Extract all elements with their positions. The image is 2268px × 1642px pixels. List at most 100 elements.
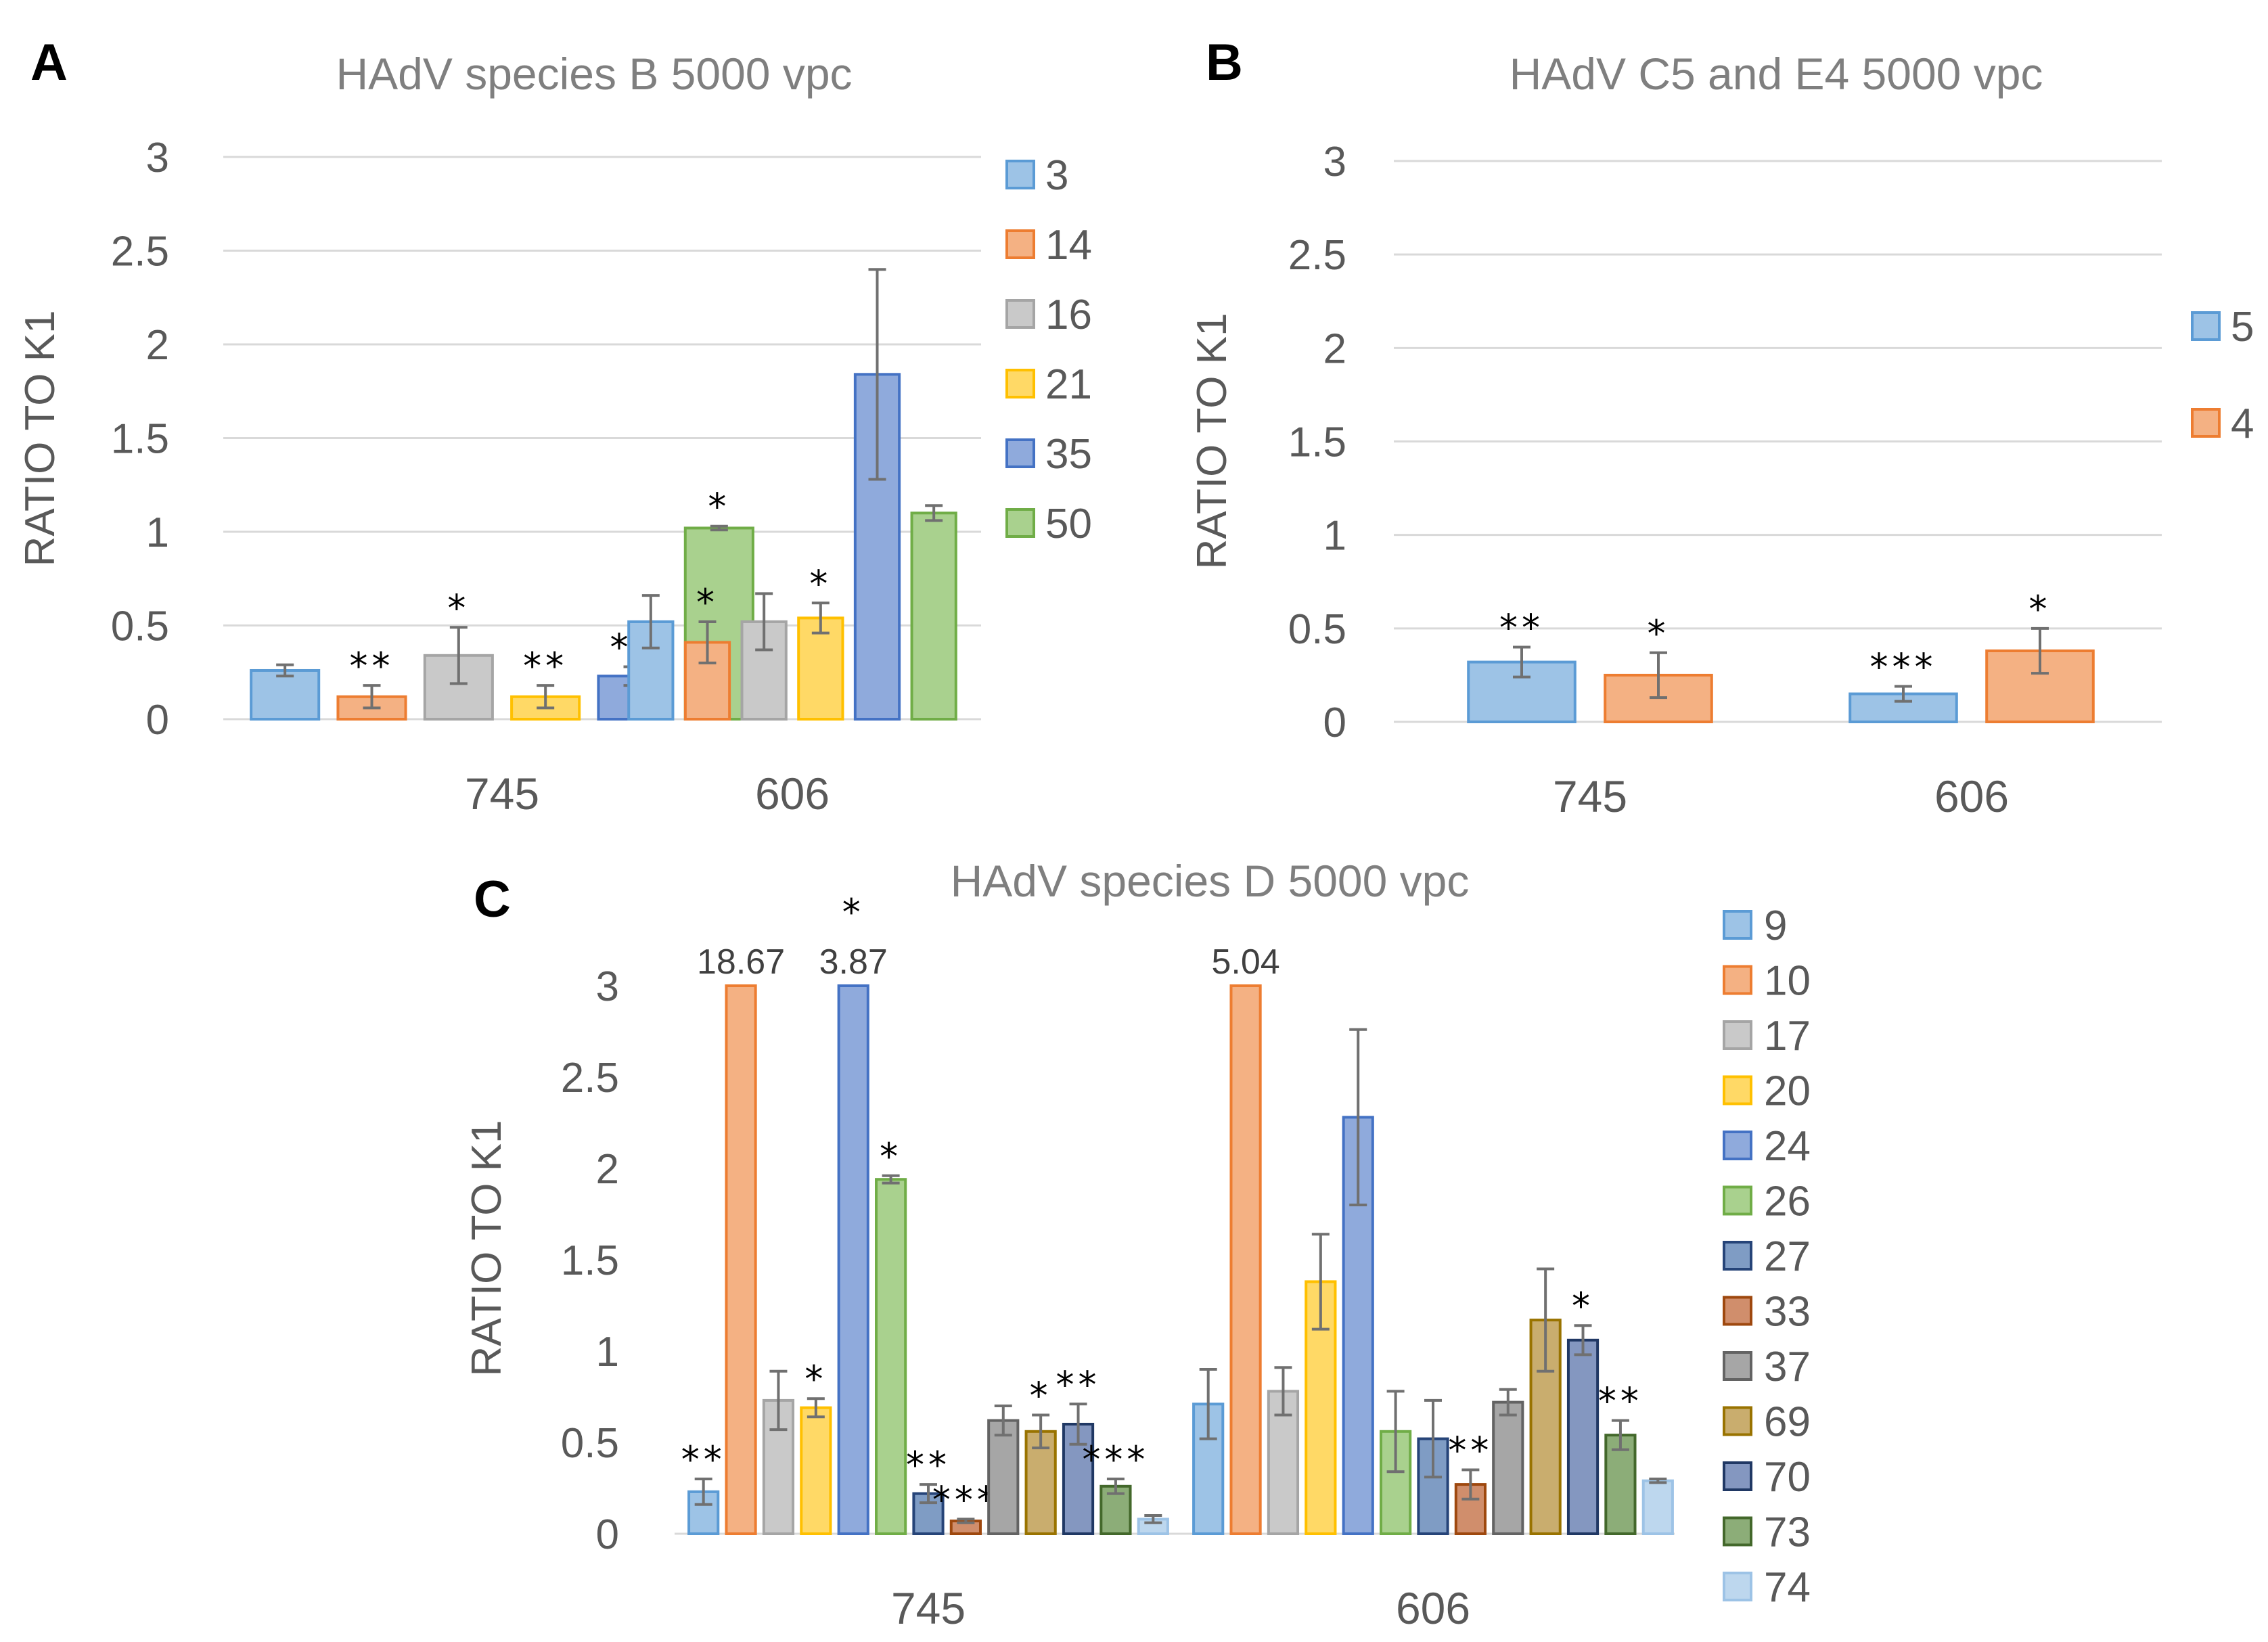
bar-50-606 xyxy=(910,511,957,721)
y-tick-label: 1 xyxy=(596,1329,619,1375)
significance-star: ** xyxy=(681,1438,726,1481)
legend-label: 26 xyxy=(1764,1179,1811,1225)
legend-swatch xyxy=(1723,1020,1752,1050)
bar-73-606 xyxy=(1604,1434,1637,1535)
bar-10-606 xyxy=(1229,984,1262,1535)
significance-star: * xyxy=(804,1358,827,1400)
chart-title: HAdV species D 5000 vpc xyxy=(951,856,1470,906)
legend-swatch xyxy=(1005,229,1035,259)
y-tick-label: 1.5 xyxy=(1288,419,1346,466)
y-tick-label: 1 xyxy=(146,509,169,556)
legend-swatch xyxy=(1723,1406,1752,1436)
legend-label: 17 xyxy=(1764,1013,1811,1059)
legend-swatch xyxy=(1723,965,1752,995)
legend-label: 69 xyxy=(1764,1399,1811,1446)
x-category-label: 606 xyxy=(1934,771,2009,821)
bar-70-606 xyxy=(1566,1338,1600,1536)
legend-label: 37 xyxy=(1764,1344,1811,1390)
x-category-label: 745 xyxy=(1553,771,1627,821)
data-label: 5.04 xyxy=(1211,942,1279,982)
y-tick-label: 1 xyxy=(1323,513,1346,560)
legend-swatch xyxy=(1723,1185,1752,1216)
legend-swatch xyxy=(1005,299,1035,329)
legend-label: 70 xyxy=(1764,1454,1811,1501)
legend-swatch xyxy=(1723,1351,1752,1381)
panel-letter: B xyxy=(1206,34,1243,91)
legend-label: 21 xyxy=(1045,361,1092,408)
y-tick-label: 2.5 xyxy=(111,229,169,275)
y-tick-label: 0.5 xyxy=(561,1420,619,1467)
chart-title: HAdV species B 5000 vpc xyxy=(336,49,852,99)
legend-label: 73 xyxy=(1764,1509,1811,1556)
x-category-label: 745 xyxy=(465,769,539,819)
legend-label: 5 xyxy=(2231,304,2254,350)
legend-label: 14 xyxy=(1045,222,1092,269)
legend-swatch xyxy=(1723,910,1752,940)
significance-star: *** xyxy=(932,1478,999,1521)
legend-label: 50 xyxy=(1045,501,1092,547)
legend-swatch xyxy=(1723,1461,1752,1491)
significance-star: * xyxy=(880,1135,902,1178)
bar-74-606 xyxy=(1641,1479,1674,1535)
significance-star: ** xyxy=(906,1444,951,1486)
legend-label: 74 xyxy=(1764,1564,1811,1611)
y-tick-label: 0 xyxy=(596,1511,619,1558)
legend-swatch xyxy=(1723,1516,1752,1547)
y-tick-label: 1.5 xyxy=(111,416,169,463)
y-axis-label: RATIO TO K1 xyxy=(1189,313,1235,570)
significance-star: *** xyxy=(1082,1438,1149,1481)
y-tick-label: 0.5 xyxy=(111,603,169,650)
legend-swatch xyxy=(1005,508,1035,538)
legend-label: 16 xyxy=(1045,292,1092,338)
significance-star: * xyxy=(1030,1375,1052,1417)
significance-star: ** xyxy=(1598,1380,1643,1423)
legend-swatch xyxy=(1005,160,1035,189)
legend-label: 9 xyxy=(1764,903,1787,949)
x-category-label: 606 xyxy=(755,769,830,819)
legend-swatch xyxy=(2191,311,2221,341)
significance-star: *** xyxy=(1870,645,1937,688)
significance-star: * xyxy=(2029,588,2051,631)
y-tick-label: 2 xyxy=(1323,325,1346,372)
bar-20-745 xyxy=(800,1406,832,1535)
significance-star: * xyxy=(1648,612,1670,655)
significance-star: * xyxy=(1572,1285,1594,1327)
y-tick-label: 1.5 xyxy=(561,1237,619,1284)
significance-star: * xyxy=(696,581,719,624)
legend-label: 10 xyxy=(1764,958,1811,1005)
panel-letter: A xyxy=(30,34,68,91)
data-label: 3.87 xyxy=(819,942,888,982)
y-axis-label: RATIO TO K1 xyxy=(17,311,64,567)
chart-title: HAdV C5 and E4 5000 vpc xyxy=(1510,49,2043,99)
legend-swatch xyxy=(1005,438,1035,468)
legend-label: 3 xyxy=(1045,152,1068,199)
bar-3-745 xyxy=(250,668,321,721)
significance-star: ** xyxy=(523,645,568,687)
significance-star: * xyxy=(708,486,730,528)
y-axis-label: RATIO TO K1 xyxy=(463,1120,510,1377)
x-category-label: 606 xyxy=(1396,1583,1470,1633)
legend-swatch xyxy=(1723,1075,1752,1105)
legend-swatch xyxy=(1723,1296,1752,1326)
bar-37-745 xyxy=(987,1419,1020,1536)
x-category-label: 745 xyxy=(891,1583,966,1633)
legend-label: 27 xyxy=(1764,1233,1811,1280)
legend-label: 20 xyxy=(1764,1068,1811,1115)
significance-star: ** xyxy=(350,645,394,687)
significance-star: * xyxy=(447,587,470,629)
bar-21-606 xyxy=(797,616,844,721)
panel-letter: C xyxy=(474,871,511,928)
legend-label: 24 xyxy=(1764,1123,1811,1170)
y-tick-label: 2 xyxy=(596,1146,619,1193)
legend-swatch xyxy=(1723,1572,1752,1601)
bar-26-745 xyxy=(875,1178,907,1535)
bar-10-745 xyxy=(725,984,757,1535)
legend-label: 33 xyxy=(1764,1289,1811,1336)
significance-star: * xyxy=(809,562,832,605)
legend-swatch xyxy=(2191,408,2221,438)
y-tick-label: 0 xyxy=(1323,700,1346,746)
y-tick-label: 3 xyxy=(596,963,619,1010)
legend-swatch xyxy=(1723,1241,1752,1271)
significance-star: ** xyxy=(1448,1430,1493,1472)
